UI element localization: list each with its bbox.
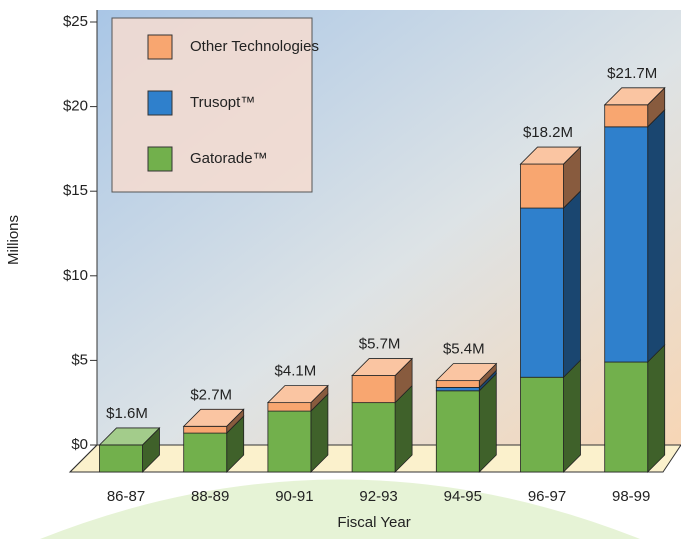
- x-tick-label: 94-95: [444, 488, 482, 505]
- bar: [435, 386, 480, 392]
- total-label: $21.7M: [607, 65, 657, 82]
- legend-label: Gatorade™: [190, 150, 268, 167]
- bar: [183, 425, 228, 434]
- bar-top: [351, 358, 414, 376]
- bar: [520, 376, 564, 473]
- y-tick-label: $5: [71, 351, 88, 368]
- bar: [435, 390, 480, 473]
- bar: [267, 402, 312, 412]
- legend-swatch: [147, 34, 173, 60]
- bar: [604, 104, 649, 128]
- legend-swatch: [147, 90, 173, 116]
- y-tick-label: $0: [71, 436, 88, 453]
- bar: [351, 402, 396, 473]
- bar-top: [435, 363, 498, 382]
- bar-top: [519, 146, 582, 165]
- bar-side: [647, 344, 666, 473]
- bar: [183, 432, 228, 473]
- y-tick-label: $15: [63, 182, 88, 199]
- decor-arc: [40, 479, 640, 539]
- bar-side: [563, 359, 581, 473]
- legend-label: Trusopt™: [190, 94, 255, 111]
- bar: [351, 375, 396, 404]
- x-axis-label: Fiscal Year: [337, 514, 410, 531]
- total-label: $5.7M: [359, 336, 401, 353]
- y-tick-label: $20: [63, 98, 88, 115]
- bar: [604, 361, 649, 473]
- bar-top: [182, 408, 245, 427]
- bar-side: [563, 190, 581, 379]
- bar: [520, 207, 564, 378]
- total-label: $1.6M: [106, 405, 148, 422]
- x-tick-label: 86-87: [107, 488, 145, 505]
- legend: [111, 17, 313, 193]
- total-label: $4.1M: [275, 363, 317, 380]
- y-tick-label: $25: [63, 13, 88, 30]
- x-tick-label: 88-89: [191, 488, 229, 505]
- bar-top: [603, 87, 666, 106]
- x-tick-label: 90-91: [275, 488, 313, 505]
- y-axis-label: Millions: [5, 215, 22, 265]
- y-axis: [69, 10, 98, 473]
- bar: [520, 163, 564, 209]
- legend-label: Other Technologies: [190, 38, 319, 55]
- total-label: $18.2M: [523, 124, 573, 141]
- legend-swatch: [147, 146, 173, 172]
- x-tick-label: 96-97: [528, 488, 566, 505]
- bar-top: [266, 385, 329, 404]
- x-tick-label: 98-99: [612, 488, 650, 505]
- bar: [435, 380, 480, 388]
- bar: [267, 410, 312, 473]
- y-tick-label: $10: [63, 267, 88, 284]
- bar-side: [647, 108, 666, 363]
- x-tick-label: 92-93: [359, 488, 397, 505]
- total-label: $5.4M: [443, 341, 485, 358]
- bar: [99, 444, 143, 473]
- total-label: $2.7M: [190, 386, 232, 403]
- bar: [604, 126, 649, 363]
- bar-top: [98, 427, 161, 446]
